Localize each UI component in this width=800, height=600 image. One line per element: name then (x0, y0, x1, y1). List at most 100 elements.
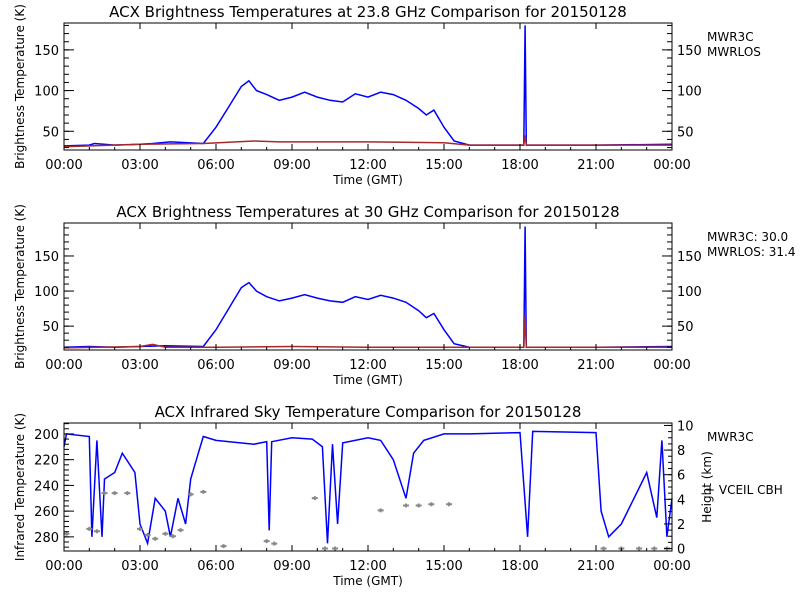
chart-title: ACX Brightness Temperatures at 23.8 GHz … (109, 3, 627, 21)
cbh-point (403, 503, 409, 508)
y-tick-label: 280 (34, 531, 59, 546)
y2-tick-label: 10 (677, 419, 694, 434)
x-tick-label: 12:00 (349, 559, 386, 574)
cbh-point (162, 531, 169, 536)
y-tick-label: 50 (42, 125, 59, 140)
y-axis-label: Infrared Temperature (K) (13, 413, 27, 561)
plot-frame (63, 222, 673, 351)
x-tick-label: 09:00 (273, 559, 310, 574)
cbh-point (321, 546, 328, 551)
y-tick-label-right: 100 (677, 85, 702, 100)
y-tick-label-right: 150 (677, 250, 702, 265)
x-tick-label: 03:00 (121, 158, 158, 173)
legend-entry: MWR3C (707, 430, 754, 444)
x-tick-label: 15:00 (425, 358, 462, 373)
x-tick-label: 00:00 (45, 559, 82, 574)
x-tick-label: 09:00 (273, 158, 310, 173)
x-tick-label: 06:00 (197, 158, 234, 173)
y-tick-label: 150 (34, 44, 59, 59)
chart-title: ACX Brightness Temperatures at 30 GHz Co… (116, 203, 619, 221)
x-tick-label: 03:00 (121, 358, 158, 373)
x-tick-label: 15:00 (425, 559, 462, 574)
y-tick-label-right: 50 (677, 320, 694, 335)
x-axis-label: Time (GMT) (332, 373, 403, 387)
y-tick-label: 100 (34, 85, 59, 100)
legend-entry: MWRLOS (707, 45, 761, 59)
cbh-point (200, 489, 207, 494)
cbh-point (446, 502, 453, 507)
y-axis-label: Brightness Temperature (K) (13, 4, 27, 169)
cbh-point (271, 541, 278, 546)
cbh-point (144, 533, 151, 537)
cbh-point (263, 539, 270, 544)
y2-tick-label: 6 (677, 469, 685, 484)
cbh-point (428, 502, 435, 507)
x-axis-label: Time (GMT) (332, 574, 403, 588)
cbh-point (311, 496, 318, 501)
cbh-point (415, 503, 422, 508)
x-tick-label: 00:00 (653, 358, 690, 373)
y-axis-label: Brightness Temperature (K) (13, 204, 27, 369)
x-tick-label: 00:00 (653, 158, 690, 173)
series-line-mwr3c (63, 430, 673, 547)
y-tick-label-right: 100 (677, 285, 702, 300)
x-tick-label: 18:00 (501, 358, 538, 373)
x-tick-label: 21:00 (577, 158, 614, 173)
plot-frame (63, 422, 673, 552)
cbh-point (187, 492, 194, 497)
x-tick-label: 21:00 (577, 358, 614, 373)
y-tick-label: 260 (34, 505, 59, 520)
cbh-point (86, 526, 93, 531)
x-tick-label: 18:00 (501, 559, 538, 574)
y2-tick-label: 8 (677, 444, 685, 459)
plot-frame (63, 22, 673, 151)
legend-entry: MWRLOS: 31.4 (707, 245, 795, 259)
x-tick-label: 03:00 (121, 559, 158, 574)
y2-tick-label: 4 (677, 493, 685, 508)
x-tick-label: 06:00 (197, 559, 234, 574)
y2-tick-label: 2 (677, 518, 685, 533)
cbh-point (651, 546, 658, 551)
cbh-point (377, 508, 384, 513)
cbh-point (332, 546, 339, 551)
x-tick-label: 21:00 (577, 559, 614, 574)
series-line-mwrlos (63, 315, 672, 349)
cbh-point (152, 536, 159, 541)
x-tick-label: 00:00 (45, 358, 82, 373)
legend-entry: MWR3C (707, 30, 754, 44)
cbh-point (600, 546, 607, 551)
cbh-point (636, 546, 643, 551)
cbh-point (220, 544, 227, 549)
cbh-point (63, 531, 70, 536)
series-line-mwr3c (63, 25, 673, 147)
cbh-point (111, 491, 118, 496)
cbh-point (101, 491, 108, 496)
y-tick-label: 150 (34, 250, 59, 265)
x-tick-label: 12:00 (349, 358, 386, 373)
y-tick-label-right: 150 (677, 44, 702, 59)
y2-tick-label: 0 (677, 543, 685, 558)
cbh-point (93, 529, 100, 534)
x-tick-label: 00:00 (45, 158, 82, 173)
y-tick-label: 220 (34, 454, 59, 469)
y-tick-label: 100 (34, 285, 59, 300)
series-line-mwr3c (63, 226, 673, 348)
panel-3: ACX Infrared Sky Temperature Comparison … (13, 403, 783, 588)
x-tick-label: 00:00 (653, 559, 690, 574)
y2-axis-label: Height (km) (700, 451, 714, 522)
y-tick-label-right: 50 (677, 125, 694, 140)
chart-title: ACX Infrared Sky Temperature Comparison … (155, 403, 582, 421)
cbh-point (124, 491, 131, 496)
cbh-point (169, 534, 176, 539)
legend-entry: MWR3C: 30.0 (707, 230, 788, 244)
x-axis-label: Time (GMT) (332, 173, 403, 187)
series-line-mwrlos (63, 135, 672, 148)
x-tick-label: 09:00 (273, 358, 310, 373)
y-tick-label: 240 (34, 479, 59, 494)
x-tick-label: 15:00 (425, 158, 462, 173)
legend-entry: + VCEIL CBH (705, 483, 783, 497)
x-tick-label: 06:00 (197, 358, 234, 373)
x-tick-label: 12:00 (349, 158, 386, 173)
x-tick-label: 18:00 (501, 158, 538, 173)
cbh-point (137, 526, 143, 531)
